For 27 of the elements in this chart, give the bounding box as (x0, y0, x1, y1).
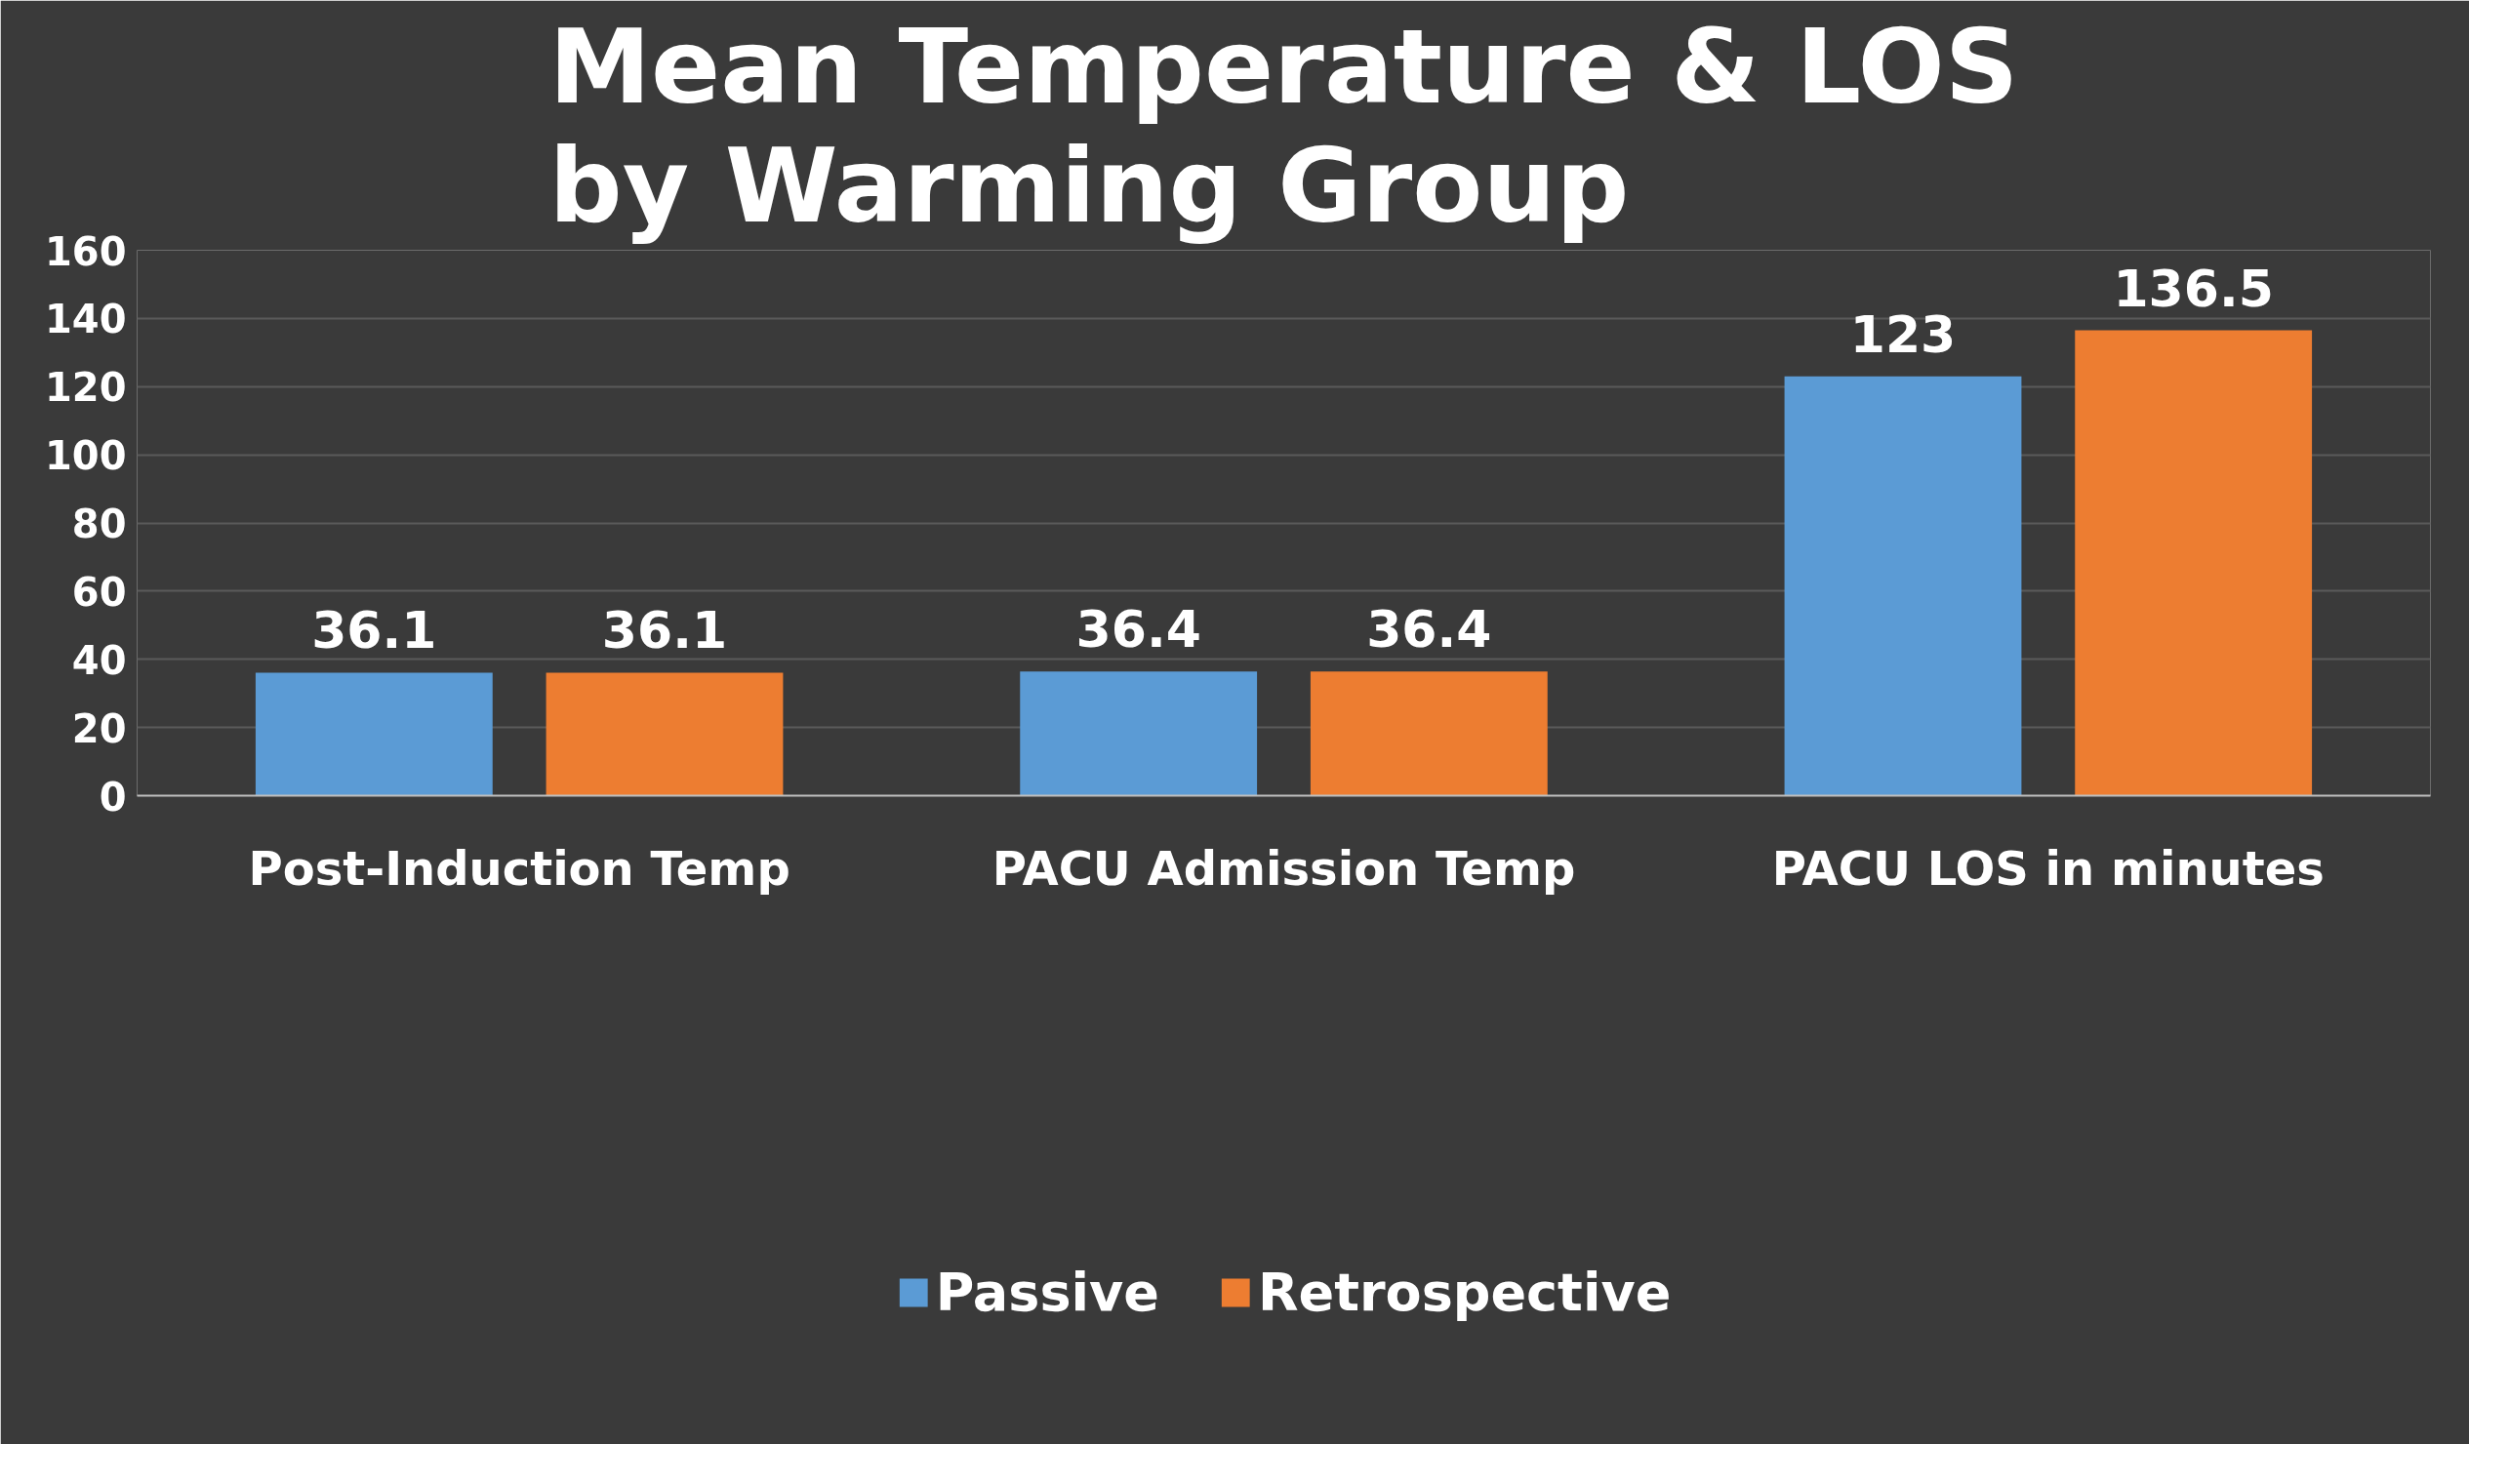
y-tick-label: 40 (71, 637, 127, 683)
bar (255, 672, 493, 796)
x-tick-label: PACU LOS in minutes (1771, 840, 2325, 896)
x-tick-label: PACU Admission Temp (991, 840, 1576, 896)
y-tick-label: 80 (71, 501, 127, 546)
data-label: 36.1 (311, 601, 437, 661)
bar (546, 672, 784, 796)
legend-label: Passive (935, 1261, 1159, 1323)
data-label: 36.1 (601, 601, 728, 661)
data-label: 123 (1849, 304, 1957, 364)
y-tick-label: 120 (45, 365, 127, 411)
data-label: 136.5 (2113, 259, 2274, 318)
data-label: 36.4 (1075, 600, 1201, 660)
y-tick-label: 100 (45, 433, 127, 479)
data-label: 36.4 (1366, 600, 1492, 660)
bar (1784, 376, 2022, 796)
legend-label: Retrospective (1257, 1261, 1672, 1323)
y-tick-label: 20 (71, 705, 127, 751)
y-tick-label: 0 (99, 774, 127, 820)
chart-title: Mean Temperature & LOS by Warming Group (548, 7, 2019, 246)
y-tick-label: 160 (45, 228, 127, 274)
bar (1020, 671, 1258, 796)
y-tick-label: 60 (71, 569, 127, 615)
x-tick-label: Post-Induction Temp (248, 840, 790, 896)
bar (1310, 671, 1548, 796)
y-tick-label: 140 (45, 297, 127, 342)
bar (2075, 330, 2313, 796)
